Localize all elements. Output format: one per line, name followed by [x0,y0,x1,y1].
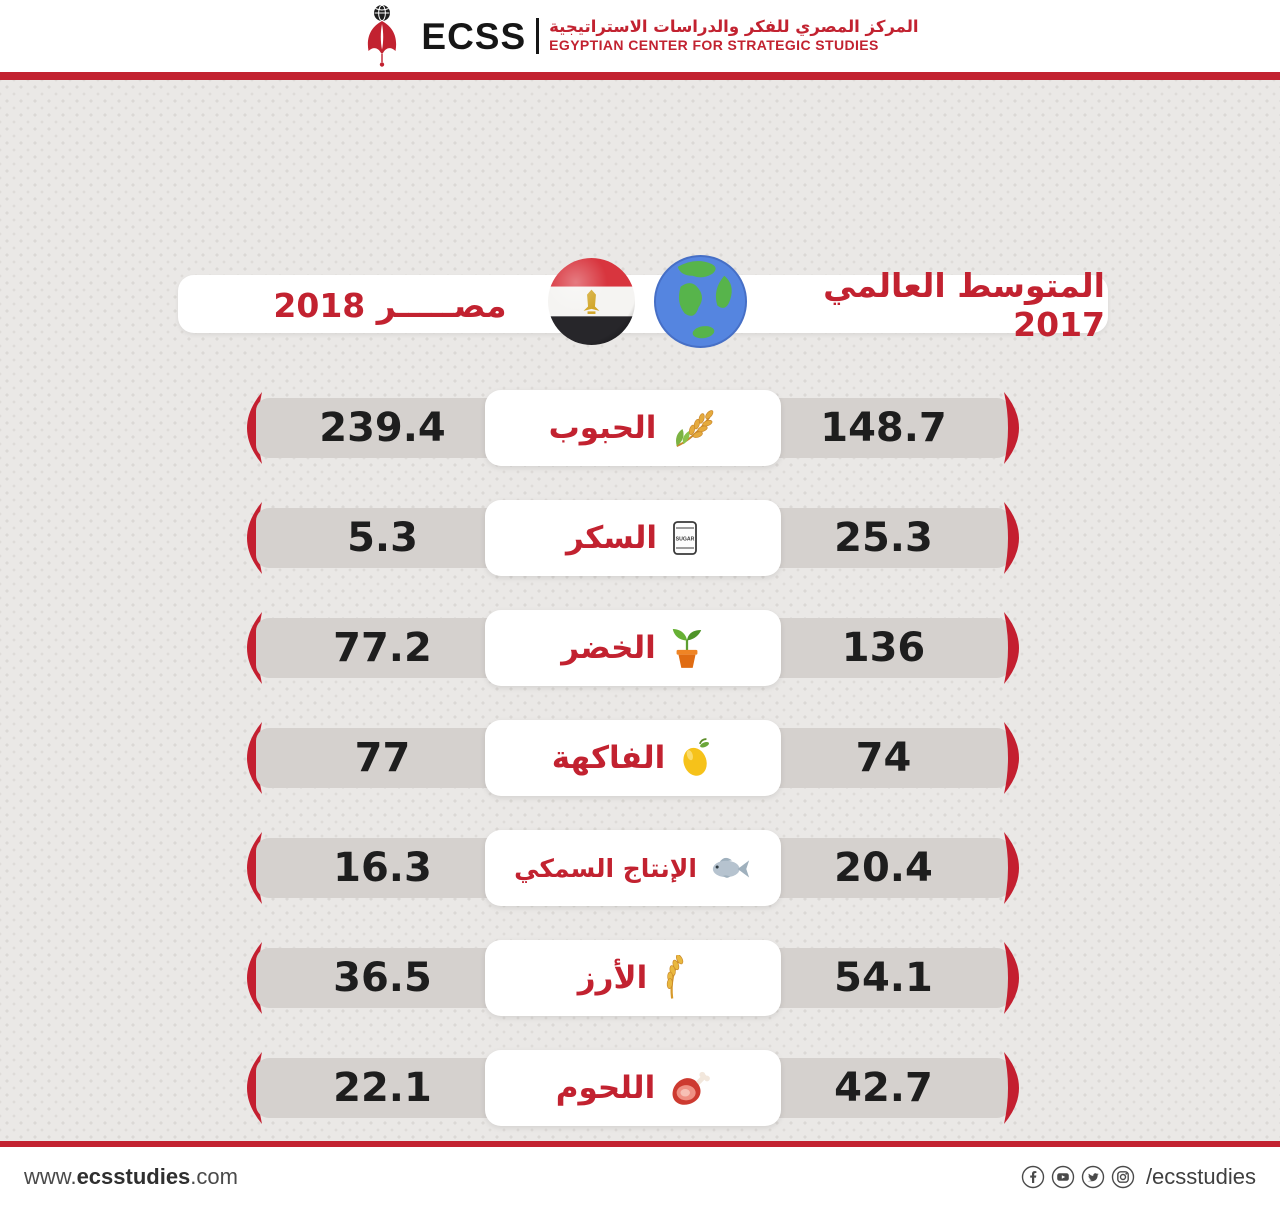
right-bracket-icon [1004,832,1019,904]
row-fish-production: 16.3 20.4 الإنتاج السمكي [244,830,1022,906]
bottom-divider-line [0,1141,1280,1147]
right-bracket-icon [1004,612,1019,684]
row-vegetables: 77.2 136 الخضر [244,610,1022,686]
facebook-icon [1021,1165,1045,1189]
row-rice: 36.5 54.1 الأرز [244,940,1022,1016]
world-value: 136 [841,625,926,671]
sugar-icon: SUGAR [673,521,697,555]
category-name: الحبوب [548,410,657,446]
egypt-value: 77.2 [333,625,432,671]
category-label-box: السكر SUGAR [485,500,781,576]
right-bracket-icon [1004,722,1019,794]
youtube-icon [1051,1165,1075,1189]
egypt-flag-icon [547,257,636,346]
website-url: www.ecsstudies.com [24,1164,238,1189]
chart-area: مصـــــر 2018 المتوسط العالمي 2017 [0,80,1280,1141]
row-sugar: 5.3 25.3 السكر SUGAR [244,500,1022,576]
category-label-box: اللحوم [485,1050,781,1126]
category-label-box: الإنتاج السمكي [485,830,781,906]
category-label-box: الخضر [485,610,781,686]
world-value: 74 [855,735,912,781]
instagram-icon [1111,1165,1135,1189]
row-fruits: 77 74 الفاكهة [244,720,1022,796]
legend-egypt-2018: مصـــــر 2018 [273,285,507,325]
legend-world-average-2017: المتوسط العالمي 2017 [823,266,1105,344]
org-name-block: المركز المصري للفكر والدراسات الاستراتيج… [549,17,919,54]
org-name-english: EGYPTIAN CENTER FOR STRATEGIC STUDIES [549,37,879,54]
category-label-box: الحبوب [485,390,781,466]
brand-name: ECSS [421,15,527,57]
row-grains: 239.4 148.7 الحبوب [244,390,1022,466]
category-label-box: الفاكهة [485,720,781,796]
category-name: الفاكهة [551,740,666,776]
social-handle: /ecsstudies [1145,1164,1256,1189]
ecss-logo-icon [368,4,397,67]
egypt-value: 16.3 [333,845,432,891]
meat-icon [672,1071,711,1105]
category-name: الأرز [577,960,648,996]
category-name: السكر [565,520,658,556]
right-bracket-icon [1004,1052,1019,1124]
org-name-arabic: المركز المصري للفكر والدراسات الاستراتيج… [549,17,919,37]
top-divider-line [0,72,1280,80]
svg-text:SUGAR: SUGAR [676,537,695,543]
twitter-icon [1081,1165,1105,1189]
right-bracket-icon [1004,502,1019,574]
header: ECSS المركز المصري للفكر والدراسات الاست… [0,0,1280,72]
egypt-value: 22.1 [333,1065,432,1111]
world-value: 148.7 [820,405,947,451]
world-value: 20.4 [834,845,933,891]
egypt-value: 36.5 [333,955,432,1001]
seedling-icon [672,629,701,668]
social-links: /ecsstudies [1021,1164,1256,1190]
brand-divider [536,18,540,54]
globe-icon [653,254,748,349]
category-label-box: الأرز [485,940,781,1016]
world-value: 25.3 [834,515,933,561]
category-name: اللحوم [555,1070,656,1106]
rice-icon [667,955,684,999]
legend-bar [178,275,1108,333]
category-name: الخضر [561,630,656,666]
egypt-value: 5.3 [347,515,418,561]
wheat-icon [676,410,714,448]
right-bracket-icon [1004,942,1019,1014]
mango-icon [683,738,710,776]
egypt-value: 77 [354,735,411,781]
world-value: 54.1 [834,955,933,1001]
category-name: الإنتاج السمكي [514,853,697,883]
right-bracket-icon [1004,392,1019,464]
egypt-value: 239.4 [319,405,446,451]
fish-icon [712,857,750,878]
world-value: 42.7 [834,1065,933,1111]
footer: www.ecsstudies.com /ecsstudies [0,1147,1280,1207]
row-meat: 22.1 42.7 اللحوم [244,1050,1022,1126]
